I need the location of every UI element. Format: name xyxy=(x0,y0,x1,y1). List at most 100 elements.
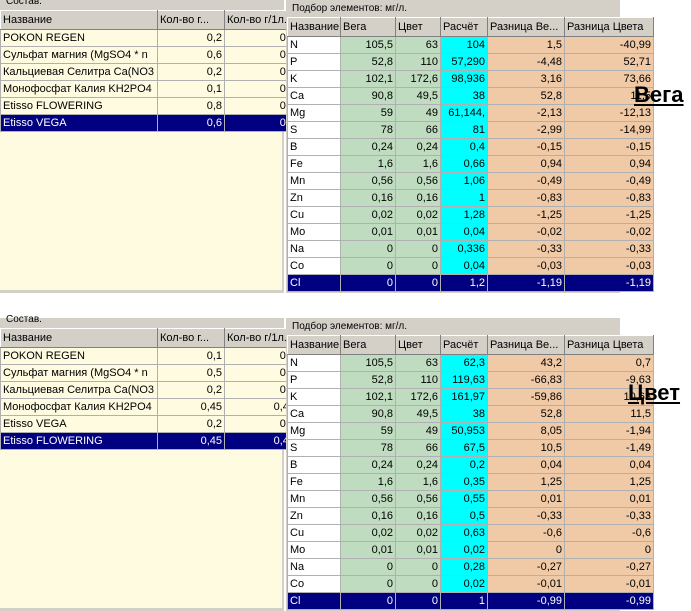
cell: 0,8 xyxy=(157,97,225,115)
column-header: Кол-во г/1л. xyxy=(224,328,298,348)
cell: Mg xyxy=(287,104,341,122)
cell: 0,94 xyxy=(487,155,565,173)
cell: 1 xyxy=(440,189,488,207)
cell: 161,97 xyxy=(440,388,488,406)
cell: 0 xyxy=(340,558,396,576)
row[interactable]: Co 0 0 0,04 -0,03 -0,03 xyxy=(287,257,654,275)
row[interactable]: S 78 66 67,5 10,5 -1,49 xyxy=(287,439,654,457)
cell: 0,2 xyxy=(440,456,488,474)
header-row: Название Кол-во г... Кол-во г/1л. xyxy=(0,328,298,348)
cell: -0,33 xyxy=(487,507,565,525)
row[interactable]: Co 0 0 0,02 -0,01 -0,01 xyxy=(287,575,654,593)
cell: 67,5 xyxy=(440,439,488,457)
cell: 62,3 xyxy=(440,354,488,372)
row[interactable]: S 78 66 81 -2,99 -14,99 xyxy=(287,121,654,139)
cell: Co xyxy=(287,257,341,275)
cell: 98,936 xyxy=(440,70,488,88)
row[interactable]: Mo 0,01 0,01 0,02 0 0 xyxy=(287,541,654,559)
cell: 0,04 xyxy=(487,456,565,474)
row[interactable]: K 102,1 172,6 98,936 3,16 73,66 xyxy=(287,70,654,88)
row[interactable]: Cu 0,02 0,02 1,28 -1,25 -1,25 xyxy=(287,206,654,224)
cell: 0,01 xyxy=(564,490,654,508)
row[interactable]: Etisso FLOWERING 0,45 0,45 xyxy=(0,432,298,450)
cell: S xyxy=(287,121,341,139)
cell: 102,1 xyxy=(340,388,396,406)
cell: -0,83 xyxy=(487,189,565,207)
row[interactable]: Mn 0,56 0,56 1,06 -0,49 -0,49 xyxy=(287,172,654,190)
row[interactable]: Cu 0,02 0,02 0,63 -0,6 -0,6 xyxy=(287,524,654,542)
row[interactable]: Na 0 0 0,28 -0,27 -0,27 xyxy=(287,558,654,576)
column-header: Название xyxy=(0,10,158,30)
cell: Cl xyxy=(287,592,341,610)
cell: 0,24 xyxy=(395,456,441,474)
row[interactable]: Mo 0,01 0,01 0,04 -0,02 -0,02 xyxy=(287,223,654,241)
cell: 52,8 xyxy=(340,371,396,389)
row[interactable]: N 105,5 63 62,3 43,2 0,7 xyxy=(287,354,654,372)
row[interactable]: Сульфат магния (MgSO4 * n0,60,6 xyxy=(0,46,298,64)
row[interactable]: Ca 90,8 49,5 38 52,8 11,5 xyxy=(287,405,654,423)
row[interactable]: Na 0 0 0,336 -0,33 -0,33 xyxy=(287,240,654,258)
cell: 0 xyxy=(487,541,565,559)
row[interactable]: Mg 59 49 61,144, -2,13 -12,13 xyxy=(287,104,654,122)
column-header: Разница Ве... xyxy=(487,335,565,355)
cell: 0,02 xyxy=(340,206,396,224)
row[interactable]: Zn 0,16 0,16 1 -0,83 -0,83 xyxy=(287,189,654,207)
cell: 0 xyxy=(340,240,396,258)
cell: POKON REGEN xyxy=(0,29,158,47)
cell: 0,01 xyxy=(395,541,441,559)
row[interactable]: B 0,24 0,24 0,2 0,04 0,04 xyxy=(287,456,654,474)
row[interactable]: P 52,8 110 57,290 -4,48 52,71 xyxy=(287,53,654,71)
panel-label: Вега xyxy=(634,82,684,107)
row[interactable]: Монофосфат Калия KH2PO4 0,45 0,45 xyxy=(0,398,298,416)
cell: 0,2 xyxy=(224,29,298,47)
cell: 38 xyxy=(440,405,488,423)
column-header: Расчёт xyxy=(440,17,488,37)
cell: 38 xyxy=(440,87,488,105)
row[interactable]: K 102,1 172,6 161,97 -59,86 10,63 xyxy=(287,388,654,406)
cell: 1,2 xyxy=(440,274,488,292)
cell: Fe xyxy=(287,155,341,173)
row[interactable]: Fe 1,6 1,6 0,66 0,94 0,94 xyxy=(287,155,654,173)
cell: 0,02 xyxy=(340,524,396,542)
cell: 66 xyxy=(395,121,441,139)
row[interactable]: N 105,5 63 104 1,5 -40,99 xyxy=(287,36,654,54)
row[interactable]: Сульфат магния (MgSO4 * n0,50,5 xyxy=(0,364,298,382)
cell: 0,24 xyxy=(340,456,396,474)
cell: Mo xyxy=(287,223,341,241)
row[interactable]: B 0,24 0,24 0,4 -0,15 -0,15 xyxy=(287,138,654,156)
cell: 0,6 xyxy=(157,114,225,132)
cell: -66,83 xyxy=(487,371,565,389)
row[interactable]: Mg 59 49 50,953 8,05 -1,94 xyxy=(287,422,654,440)
cell: 0,02 xyxy=(395,206,441,224)
row[interactable]: Fe 1,6 1,6 0,35 1,25 1,25 xyxy=(287,473,654,491)
row[interactable]: P 52,8 110 119,63 -66,83 -9,63 xyxy=(287,371,654,389)
cell: -1,19 xyxy=(564,274,654,292)
row[interactable]: Cl 0 0 1 -0,99 -0,99 xyxy=(287,592,654,610)
cell: 0,56 xyxy=(340,490,396,508)
row[interactable]: Mn 0,56 0,56 0,55 0,01 0,01 xyxy=(287,490,654,508)
cell: 1,6 xyxy=(340,155,396,173)
row[interactable]: Cl 0 0 1,2 -1,19 -1,19 xyxy=(287,274,654,292)
cell: -0,83 xyxy=(564,189,654,207)
row[interactable]: Ca 90,8 49,5 38 52,8 11,5 xyxy=(287,87,654,105)
cell: 49,5 xyxy=(395,405,441,423)
cell: -0,33 xyxy=(564,240,654,258)
cell: 63 xyxy=(395,354,441,372)
cell: 105,5 xyxy=(340,354,396,372)
cell: B xyxy=(287,456,341,474)
row[interactable]: Zn 0,16 0,16 0,5 -0,33 -0,33 xyxy=(287,507,654,525)
column-header: Вега xyxy=(340,17,396,37)
column-header: Разница Ве... xyxy=(487,17,565,37)
cell: -1,25 xyxy=(564,206,654,224)
column-header: Кол-во г... xyxy=(157,10,225,30)
cell: 0,2 xyxy=(157,63,225,81)
